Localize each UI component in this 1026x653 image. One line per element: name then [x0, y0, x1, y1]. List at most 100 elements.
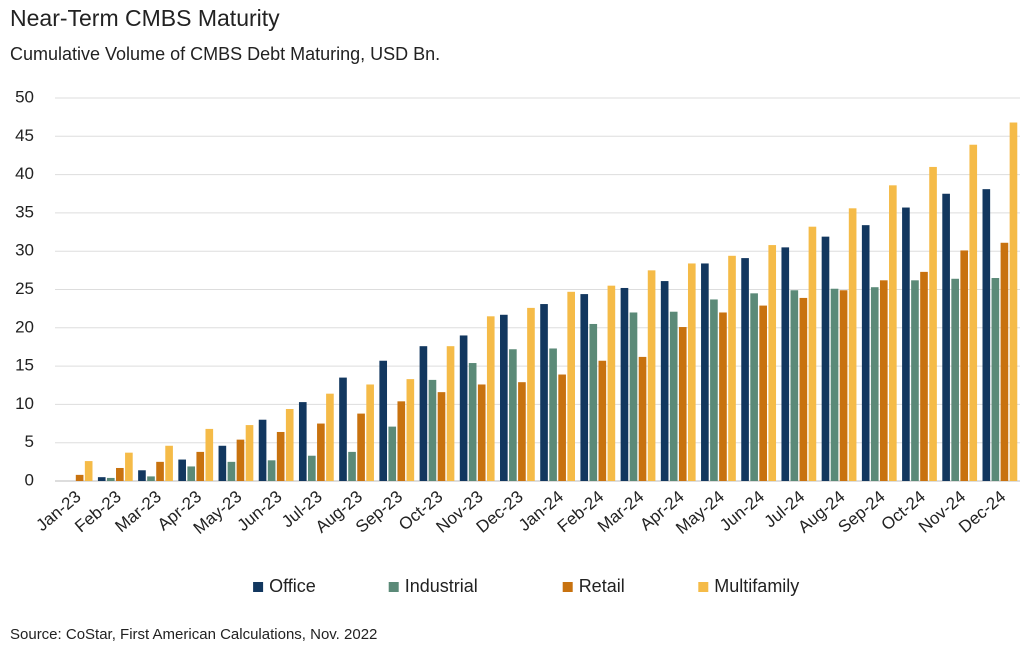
bar [969, 144, 978, 481]
bar [567, 291, 575, 481]
bar [558, 374, 566, 481]
bar [357, 413, 365, 481]
bar [982, 189, 991, 482]
bar [267, 460, 276, 481]
x-tick-label: Jun-24 [716, 487, 768, 535]
y-tick-label: 30 [15, 241, 34, 260]
legend-swatch [253, 582, 264, 592]
x-tick-label: Sep-24 [835, 487, 889, 537]
x-tick-label: Dec-23 [473, 487, 527, 537]
x-tick-label: Mar-23 [112, 487, 165, 536]
bar [540, 304, 548, 481]
x-tick-label: Dec-24 [955, 487, 1009, 537]
bar [1009, 122, 1018, 482]
bar [339, 377, 347, 481]
y-tick-label: 45 [15, 126, 34, 145]
bar [285, 408, 294, 481]
legend-label: Industrial [405, 576, 478, 596]
bar [165, 445, 173, 481]
bar [942, 193, 950, 481]
bar [486, 316, 495, 481]
bar [879, 280, 888, 481]
legend-swatch [698, 582, 709, 592]
bar [459, 335, 468, 481]
bar [701, 263, 709, 481]
bar [719, 312, 727, 481]
legend-label: Multifamily [714, 576, 799, 596]
y-tick-label: 25 [15, 279, 34, 298]
bar [710, 299, 718, 481]
chart-title: Near-Term CMBS Maturity [10, 5, 280, 31]
bar [178, 459, 186, 481]
legend-label: Office [269, 576, 316, 596]
bar [638, 356, 647, 481]
bar [500, 314, 508, 481]
y-tick-label: 10 [15, 394, 34, 413]
bar [276, 431, 285, 481]
bar [911, 280, 919, 481]
bar [236, 439, 245, 481]
bar [527, 307, 535, 481]
bar [106, 477, 115, 481]
x-tick-label: Sep-23 [352, 487, 406, 537]
bar [258, 419, 267, 481]
bar [298, 402, 307, 481]
bar [598, 360, 607, 481]
bar [678, 327, 687, 481]
bar [848, 208, 857, 481]
y-tick-label: 20 [15, 317, 34, 336]
y-tick-label: 40 [15, 164, 34, 183]
bar [388, 426, 397, 481]
bar [889, 185, 897, 481]
bar [397, 401, 406, 481]
bar [669, 311, 678, 481]
bar [741, 258, 749, 481]
bar [196, 451, 205, 481]
bar [861, 225, 870, 481]
bar [790, 290, 799, 481]
bar [218, 445, 227, 481]
bar [125, 452, 133, 481]
bar [245, 425, 254, 481]
source-note: Source: CoStar, First American Calculati… [10, 626, 377, 643]
y-tick-label: 50 [15, 87, 34, 106]
bar [902, 207, 910, 481]
bar [580, 294, 589, 481]
bar [607, 285, 616, 481]
bar [920, 271, 928, 481]
bar [620, 287, 629, 481]
y-tick-label: 35 [15, 202, 34, 221]
legend-label: Retail [579, 576, 625, 596]
bar [468, 363, 477, 481]
bar [870, 287, 879, 481]
bar [187, 466, 196, 481]
bar [991, 278, 1000, 481]
bar [509, 349, 517, 481]
bar [317, 423, 325, 481]
bar [446, 346, 455, 481]
bar [960, 250, 969, 481]
bar [406, 379, 415, 481]
bar [830, 288, 839, 481]
bar [138, 470, 146, 481]
bar [768, 245, 777, 481]
bar [75, 474, 84, 481]
x-tick-label: Jun-23 [234, 487, 286, 535]
bar [518, 382, 526, 481]
bar [929, 166, 937, 481]
bar [759, 305, 767, 481]
bar [147, 476, 155, 481]
x-tick-label: Mar-24 [594, 487, 647, 536]
chart-subtitle: Cumulative Volume of CMBS Debt Maturing,… [10, 44, 440, 64]
bar [647, 270, 656, 481]
bar [660, 281, 669, 481]
bar [799, 297, 808, 481]
bar [750, 293, 758, 481]
bar [589, 323, 598, 481]
bar [687, 263, 696, 481]
bar [97, 477, 106, 481]
y-tick-label: 5 [25, 432, 34, 451]
bar [549, 348, 557, 481]
bar [379, 360, 388, 481]
